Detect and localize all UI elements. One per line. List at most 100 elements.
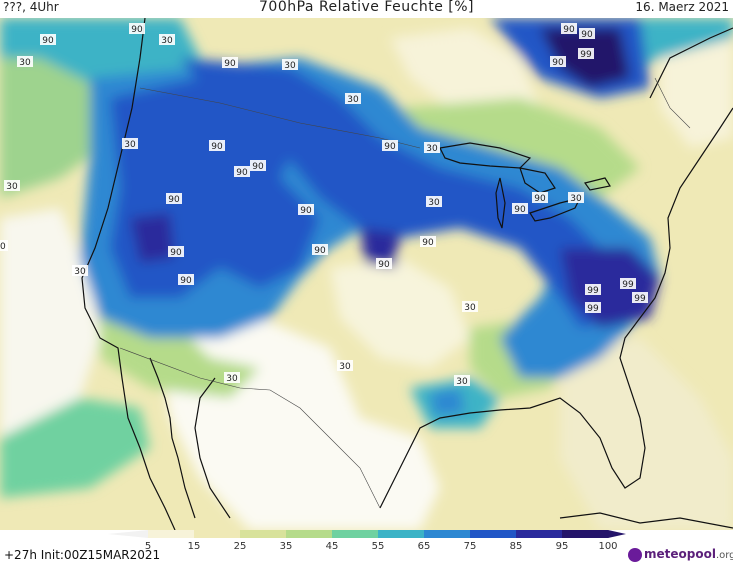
map-canvas: 90 90 90 90 90 90 90 90 90 90 90 90 90 90 90 90 90 90 90 99… xyxy=(0,18,733,530)
svg-text:90: 90 xyxy=(378,260,390,270)
contour-label: 90 xyxy=(532,192,548,204)
contour-label: 30 xyxy=(17,56,33,68)
svg-text:90: 90 xyxy=(563,25,575,35)
svg-text:30: 30 xyxy=(161,36,173,46)
colorbar-tick-label: 85 xyxy=(510,541,523,552)
svg-text:90: 90 xyxy=(422,238,434,248)
svg-text:90: 90 xyxy=(252,162,264,172)
header: ???, 4Uhr 700hPa Relative Feuchte [%] 16… xyxy=(0,0,733,18)
colorbar: 5 15 25 35 45 55 65 75 85 95 100 xyxy=(108,530,626,552)
contour-label: 90 xyxy=(550,56,566,68)
colorbar-bin xyxy=(516,530,563,538)
colorbar-arrow-high xyxy=(608,530,626,538)
contour-label: 30 xyxy=(337,360,353,372)
colorbar-bin xyxy=(332,530,379,538)
colorbar-arrow-low xyxy=(108,530,148,538)
colorbar-tick-label: 45 xyxy=(326,541,339,552)
contour-label: 30 xyxy=(454,375,470,387)
contour-label: 90 xyxy=(512,203,528,215)
svg-text:30: 30 xyxy=(570,194,582,204)
colorbar-bin xyxy=(148,530,195,538)
footer: 5 15 25 35 45 55 65 75 85 95 100 +27h Init:00Z15MA… xyxy=(0,530,733,566)
colorbar-bin xyxy=(194,530,241,538)
svg-text:90: 90 xyxy=(384,142,396,152)
contour-label: 90 xyxy=(178,274,194,286)
contour-label: 90 xyxy=(561,23,577,35)
contour-label: 30 xyxy=(0,240,8,252)
svg-text:99: 99 xyxy=(587,304,599,314)
colorbar-bin xyxy=(286,530,333,538)
contour-label: 30 xyxy=(345,93,361,105)
meteopool-logo[interactable]: meteopool.org xyxy=(628,547,733,563)
contour-label: 90 xyxy=(298,204,314,216)
contour-label: 90 xyxy=(579,28,595,40)
colorbar-bin xyxy=(470,530,517,538)
contour-label: 30 xyxy=(224,372,240,384)
contour-label: 30 xyxy=(159,34,175,46)
logo-tld: .org xyxy=(715,550,733,561)
colorbar-tick-label: 15 xyxy=(188,541,201,552)
contour-label: 90 xyxy=(376,258,392,270)
svg-text:90: 90 xyxy=(552,58,564,68)
humidity-map: 90 90 90 90 90 90 90 90 90 90 90 90 90 90 90 90 90 90 90 99… xyxy=(0,18,733,530)
svg-text:90: 90 xyxy=(180,276,192,286)
colorbar-tick-label: 55 xyxy=(372,541,385,552)
svg-text:30: 30 xyxy=(0,242,6,252)
contour-label: 30 xyxy=(426,196,442,208)
svg-text:90: 90 xyxy=(314,246,326,256)
contour-label: 99 xyxy=(620,278,636,290)
contour-labels: 90 90 90 90 90 90 90 90 90 90 90 90 90 90 90 90 90 90 90 99… xyxy=(0,23,648,387)
svg-text:90: 90 xyxy=(514,205,526,215)
contour-label: 99 xyxy=(578,48,594,60)
svg-text:30: 30 xyxy=(6,182,18,192)
logo-text: meteopool.org xyxy=(644,547,733,561)
colorbar-tick-label: 5 xyxy=(145,541,151,552)
colorbar-bin xyxy=(240,530,287,538)
colorbar-tick-label: 25 xyxy=(234,541,247,552)
svg-text:30: 30 xyxy=(347,95,359,105)
contour-label: 30 xyxy=(424,142,440,154)
colorbar-bin xyxy=(424,530,471,538)
logo-globe-icon xyxy=(628,548,642,562)
svg-text:30: 30 xyxy=(426,144,438,154)
svg-text:30: 30 xyxy=(464,303,476,313)
svg-text:90: 90 xyxy=(170,248,182,258)
humidity-field xyxy=(0,18,733,530)
coastlines xyxy=(81,18,733,530)
contour-label: 90 xyxy=(250,160,266,172)
colorbar-tick-label: 95 xyxy=(556,541,569,552)
svg-text:99: 99 xyxy=(580,50,592,60)
contour-label: 90 xyxy=(382,140,398,152)
svg-text:90: 90 xyxy=(534,194,546,204)
contour-label: 99 xyxy=(585,302,601,314)
great-lakes xyxy=(439,142,611,229)
contour-label: 90 xyxy=(420,236,436,248)
contour-label: 30 xyxy=(72,265,88,277)
contour-label: 90 xyxy=(166,193,182,205)
contour-label: 90 xyxy=(129,23,145,35)
contour-label: 90 xyxy=(312,244,328,256)
contour-label: 90 xyxy=(168,246,184,258)
contour-label: 90 xyxy=(222,57,238,69)
model-run-label: +27h Init:00Z15MAR2021 xyxy=(4,548,161,562)
colorbar-tick-label: 65 xyxy=(418,541,431,552)
contour-label: 30 xyxy=(282,59,298,71)
weekday-time-label: ???, 4Uhr xyxy=(3,0,59,14)
contour-label: 90 xyxy=(40,34,56,46)
colorbar-bin xyxy=(562,530,609,538)
colorbar-tick-label: 35 xyxy=(280,541,293,552)
svg-text:99: 99 xyxy=(587,286,599,296)
contour-label: 30 xyxy=(462,301,478,313)
colorbar-bin xyxy=(378,530,425,538)
svg-text:90: 90 xyxy=(236,168,248,178)
contour-label: 99 xyxy=(585,284,601,296)
svg-text:90: 90 xyxy=(224,59,236,69)
svg-text:30: 30 xyxy=(339,362,351,372)
svg-text:30: 30 xyxy=(19,58,31,68)
svg-text:90: 90 xyxy=(211,142,223,152)
svg-text:30: 30 xyxy=(428,198,440,208)
svg-text:30: 30 xyxy=(124,140,136,150)
contour-label: 30 xyxy=(568,192,584,204)
forecast-date: 16. Maerz 2021 xyxy=(635,0,729,14)
svg-text:90: 90 xyxy=(42,36,54,46)
